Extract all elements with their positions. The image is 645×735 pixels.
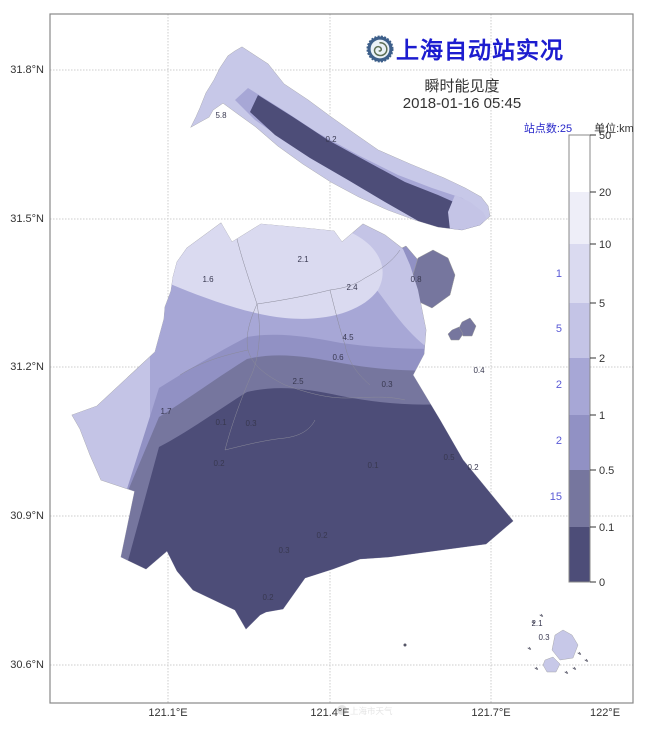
svg-text:5.8: 5.8 <box>215 111 227 120</box>
svg-text:0.5: 0.5 <box>443 453 455 462</box>
svg-text:0.2: 0.2 <box>316 531 328 540</box>
svg-text:瞬时能见度: 瞬时能见度 <box>424 78 499 95</box>
svg-text:0.5: 0.5 <box>599 465 614 477</box>
svg-text:30.9°N: 30.9°N <box>10 510 44 522</box>
svg-text:0.3: 0.3 <box>245 419 257 428</box>
svg-text:50: 50 <box>599 130 611 142</box>
svg-text:0.2: 0.2 <box>467 463 479 472</box>
svg-text:1.6: 1.6 <box>202 275 214 284</box>
svg-text:0.6: 0.6 <box>332 353 344 362</box>
svg-text:2: 2 <box>556 435 562 447</box>
svg-text:31.2°N: 31.2°N <box>10 361 44 373</box>
svg-text:121.1°E: 121.1°E <box>148 707 187 719</box>
svg-text:0.1: 0.1 <box>367 461 379 470</box>
svg-text:31.8°N: 31.8°N <box>10 64 44 76</box>
svg-text:4.5: 4.5 <box>342 333 354 342</box>
svg-text:1.7: 1.7 <box>160 407 172 416</box>
svg-text:122°E: 122°E <box>590 707 620 719</box>
svg-text:2: 2 <box>556 379 562 391</box>
svg-text:2.1: 2.1 <box>297 255 309 264</box>
svg-text:31.5°N: 31.5°N <box>10 213 44 225</box>
svg-text:0.3: 0.3 <box>381 380 393 389</box>
svg-text:2.5: 2.5 <box>292 377 304 386</box>
svg-text:20: 20 <box>599 187 611 199</box>
svg-text:0.2: 0.2 <box>262 593 274 602</box>
svg-text:10: 10 <box>599 239 611 251</box>
svg-text:0.4: 0.4 <box>473 366 485 375</box>
svg-text:2.4: 2.4 <box>346 283 358 292</box>
svg-text:2: 2 <box>599 353 605 365</box>
svg-text:站点数:25: 站点数:25 <box>524 121 572 135</box>
svg-text:0.3: 0.3 <box>538 633 550 642</box>
svg-text:0.1: 0.1 <box>215 418 227 427</box>
svg-text:上海市天气: 上海市天气 <box>350 706 393 716</box>
svg-text:2018-01-16 05:45: 2018-01-16 05:45 <box>403 95 521 112</box>
svg-text:上海自动站实况: 上海自动站实况 <box>396 37 564 63</box>
svg-text:15: 15 <box>550 491 562 503</box>
svg-text:1: 1 <box>556 268 562 280</box>
svg-text:0.3: 0.3 <box>278 546 290 555</box>
svg-text:0.1: 0.1 <box>599 522 614 534</box>
svg-text:30.6°N: 30.6°N <box>10 659 44 671</box>
svg-text:5: 5 <box>599 298 605 310</box>
svg-text:5: 5 <box>556 323 562 335</box>
svg-text:0.2: 0.2 <box>325 135 337 144</box>
svg-text:2.1: 2.1 <box>531 619 543 628</box>
svg-text:0.2: 0.2 <box>213 459 225 468</box>
svg-text:0: 0 <box>599 577 605 589</box>
svg-text:121.7°E: 121.7°E <box>471 707 510 719</box>
svg-text:1: 1 <box>599 410 605 422</box>
svg-text:0.8: 0.8 <box>410 275 422 284</box>
